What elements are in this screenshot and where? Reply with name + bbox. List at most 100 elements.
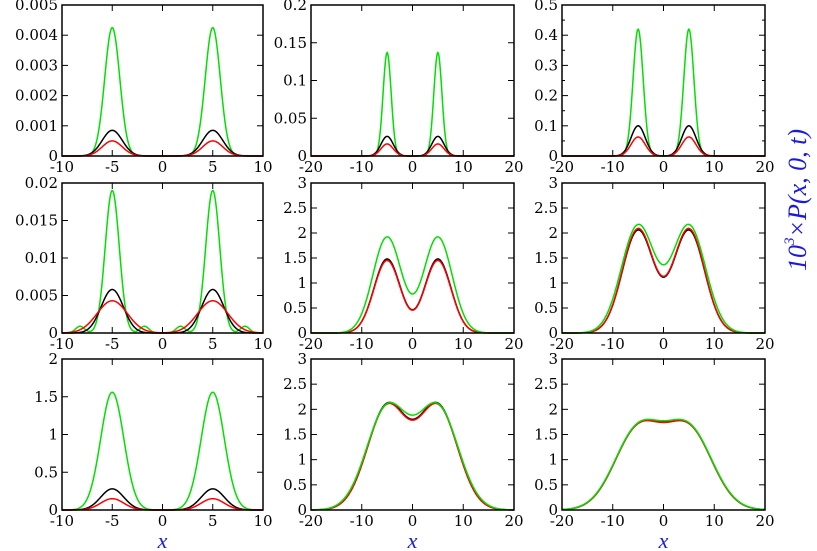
y-tick-label: 0.005	[15, 0, 58, 14]
y-tick-label: 1.5	[534, 426, 558, 444]
x-tick-label: 0	[659, 158, 669, 176]
x-tick-label: 10	[253, 512, 272, 530]
y-tick-label: 0	[548, 147, 558, 165]
x-tick-label: -5	[105, 158, 120, 176]
y-tick-label: 1.5	[534, 249, 558, 267]
y-axis-label-rest: ×P(x, 0, t)	[783, 129, 812, 238]
y-tick-label: 3	[297, 174, 307, 192]
x-axis-label: x	[157, 528, 168, 551]
y-tick-label: 0.015	[15, 212, 58, 230]
x-tick-label: -10	[50, 335, 74, 353]
y-tick-label: 0.003	[15, 56, 58, 74]
y-tick-label: 0	[48, 501, 58, 519]
x-tick-label: -10	[601, 512, 625, 530]
x-tick-label: -20	[550, 158, 574, 176]
panel-2-2: -20 -10 0 10 20 0 0.5 1 1.5 2 2.5 3 x	[534, 350, 774, 551]
x-tick-label: -10	[601, 158, 625, 176]
x-tick-label: 0	[408, 158, 418, 176]
y-tick-label: 0.02	[25, 174, 58, 192]
y-tick-label: 0.5	[534, 476, 558, 494]
x-tick-label: -5	[105, 335, 120, 353]
series-group	[62, 391, 263, 511]
x-tick-label: 5	[208, 335, 218, 353]
y-tick-label: 0	[297, 147, 307, 165]
plot-frame	[61, 4, 264, 157]
x-tick-label: 20	[755, 158, 774, 176]
panel-0-2: -20 -10 0 10 20 0 0.1 0.2 0.3 0.4 0.5	[534, 0, 774, 176]
x-tick-label: -5	[105, 512, 120, 530]
plot-frame	[561, 182, 766, 334]
series-line-2	[311, 236, 514, 334]
y-tick-label: 3	[297, 350, 307, 368]
series-line-0	[562, 27, 765, 157]
x-tick-label: 0	[158, 335, 168, 353]
y-tick-label: 2.5	[534, 199, 558, 217]
y-tick-label: 0.3	[534, 56, 558, 74]
x-tick-label: -20	[299, 335, 323, 353]
series-line-1	[62, 288, 263, 334]
x-tick-label: 10	[454, 512, 473, 530]
series-line-0	[562, 229, 765, 334]
x-tick-label: 20	[755, 512, 774, 530]
y-tick-label: 1.5	[283, 249, 307, 267]
series-line-2	[310, 401, 515, 511]
x-tick-label: 10	[253, 158, 272, 176]
series-group	[561, 418, 766, 511]
y-tick-label: 0.4	[534, 26, 558, 44]
y-tick-label: 0.15	[274, 34, 307, 52]
plot-frame	[561, 358, 766, 511]
x-tick-label: -20	[299, 158, 323, 176]
panel-0-1: -20 -10 0 10 20 0 0.05 0.1 0.15 0.2	[274, 0, 524, 176]
series-line-2	[562, 223, 765, 334]
y-tick-label: 0.5	[534, 0, 558, 14]
x-tick-label: 0	[158, 512, 168, 530]
series-group	[310, 401, 515, 511]
x-tick-label: 10	[454, 158, 473, 176]
x-tick-label: 20	[755, 335, 774, 353]
plot-frame	[61, 358, 264, 511]
y-tick-label: 0.1	[283, 72, 307, 90]
y-tick-label: 0	[48, 147, 58, 165]
y-tick-label: 0.1	[534, 117, 558, 135]
y-tick-label: 1.5	[34, 388, 58, 406]
x-tick-label: 0	[408, 335, 418, 353]
x-tick-label: 0	[158, 158, 168, 176]
series-line-1	[310, 402, 515, 511]
series-line-0	[62, 189, 263, 334]
y-tick-label: 3	[548, 350, 558, 368]
y-tick-label: 0.002	[15, 87, 58, 105]
series-line-1	[562, 227, 765, 334]
series-line-0	[311, 258, 514, 334]
x-tick-label: -10	[350, 335, 374, 353]
y-tick-label: 1	[297, 274, 307, 292]
plot-frame	[61, 182, 264, 334]
series-group	[562, 27, 765, 157]
y-tick-label: 0.2	[534, 87, 558, 105]
plot-frame	[310, 4, 515, 157]
x-tick-label: -10	[601, 335, 625, 353]
series-line-0	[311, 51, 514, 157]
y-tick-label: 2.5	[283, 375, 307, 393]
series-group	[311, 51, 514, 157]
plot-frame	[310, 358, 515, 511]
y-tick-label: 2.5	[283, 199, 307, 217]
y-tick-label: 0	[297, 324, 307, 342]
y-tick-label: 0.005	[15, 287, 58, 305]
x-tick-label: -10	[50, 512, 74, 530]
series-group	[62, 26, 263, 157]
x-tick-label: 20	[504, 335, 523, 353]
y-tick-label: 0	[548, 501, 558, 519]
x-tick-label: 10	[454, 335, 473, 353]
y-axis-label: 103×P(x, 0, t)	[782, 129, 812, 271]
y-tick-label: 0.5	[283, 299, 307, 317]
y-tick-label: 2	[548, 224, 558, 242]
panel-2-1: -20 -10 0 10 20 0 0.5 1 1.5 2 2.5 3 x	[283, 350, 523, 551]
x-tick-label: -10	[350, 158, 374, 176]
y-tick-label: 0.5	[534, 299, 558, 317]
x-tick-label: -20	[550, 512, 574, 530]
x-tick-label: 0	[408, 512, 418, 530]
x-tick-label: 0	[659, 335, 669, 353]
y-tick-label: 0.05	[274, 109, 307, 127]
panel-1-0: -10 -5 0 5 10 0 0.005 0.01 0.015 0.02	[15, 174, 273, 353]
